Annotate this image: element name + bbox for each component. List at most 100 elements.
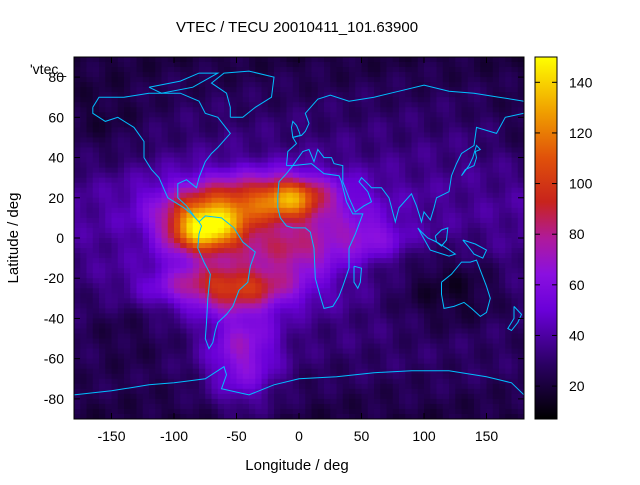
heatmap-cell xyxy=(424,359,431,365)
heatmap-cell xyxy=(462,318,469,324)
heatmap-cell xyxy=(393,323,400,329)
heatmap-cell xyxy=(330,329,337,335)
heatmap-cell xyxy=(455,97,462,103)
heatmap-cell xyxy=(249,117,256,123)
heatmap-cell xyxy=(137,193,144,199)
heatmap-cell xyxy=(324,263,331,269)
heatmap-cell xyxy=(287,228,294,234)
heatmap-cell xyxy=(74,374,81,380)
heatmap-cell xyxy=(380,308,387,314)
heatmap-cell xyxy=(418,102,425,108)
heatmap-cell xyxy=(155,253,162,259)
heatmap-cell xyxy=(324,258,331,264)
heatmap-cell xyxy=(399,344,406,350)
heatmap-cell xyxy=(249,384,256,390)
heatmap-cell xyxy=(255,158,262,164)
heatmap-cell xyxy=(268,323,275,329)
heatmap-cell xyxy=(287,253,294,259)
heatmap-cell xyxy=(393,379,400,385)
heatmap-cell xyxy=(212,198,219,204)
heatmap-cell xyxy=(243,213,250,219)
heatmap-cell xyxy=(512,389,519,395)
heatmap-cell xyxy=(168,318,175,324)
heatmap-cell xyxy=(205,57,212,63)
heatmap-cell xyxy=(180,163,187,169)
heatmap-cell xyxy=(155,148,162,154)
heatmap-cell xyxy=(243,178,250,184)
heatmap-cell xyxy=(118,273,125,279)
heatmap-cell xyxy=(405,57,412,63)
heatmap-cell xyxy=(405,243,412,249)
heatmap-cell xyxy=(80,318,87,324)
heatmap-cell xyxy=(380,303,387,309)
heatmap-cell xyxy=(237,102,244,108)
heatmap-cell xyxy=(112,339,119,345)
heatmap-cell xyxy=(424,349,431,355)
heatmap-cell xyxy=(387,303,394,309)
heatmap-cell xyxy=(512,137,519,143)
heatmap-cell xyxy=(74,183,81,189)
heatmap-cell xyxy=(318,238,325,244)
heatmap-cell xyxy=(424,283,431,289)
heatmap-cell xyxy=(224,173,231,179)
heatmap-cell xyxy=(137,389,144,395)
heatmap-cell xyxy=(443,394,450,400)
heatmap-cell xyxy=(299,394,306,400)
heatmap-cell xyxy=(343,102,350,108)
heatmap-cell xyxy=(487,369,494,375)
heatmap-cell xyxy=(505,77,512,83)
heatmap-cell xyxy=(499,273,506,279)
heatmap-cell xyxy=(149,364,156,370)
heatmap-cell xyxy=(230,208,237,214)
heatmap-cell xyxy=(374,389,381,395)
heatmap-cell xyxy=(93,374,100,380)
heatmap-cell xyxy=(480,344,487,350)
heatmap-cell xyxy=(449,313,456,319)
heatmap-cell xyxy=(124,67,131,73)
heatmap-cell xyxy=(255,163,262,169)
heatmap-cell xyxy=(412,384,419,390)
heatmap-cell xyxy=(237,97,244,103)
heatmap-cell xyxy=(205,253,212,259)
heatmap-cell xyxy=(368,329,375,335)
heatmap-cell xyxy=(130,278,137,284)
heatmap-cell xyxy=(430,168,437,174)
heatmap-cell xyxy=(268,178,275,184)
heatmap-cell xyxy=(324,283,331,289)
heatmap-cell xyxy=(505,62,512,68)
heatmap-cell xyxy=(249,238,256,244)
heatmap-cell xyxy=(118,137,125,143)
heatmap-cell xyxy=(93,153,100,159)
heatmap-cell xyxy=(112,323,119,329)
heatmap-cell xyxy=(230,132,237,138)
heatmap-cell xyxy=(124,339,131,345)
heatmap-cell xyxy=(112,198,119,204)
heatmap-cell xyxy=(368,339,375,345)
heatmap-cell xyxy=(474,193,481,199)
heatmap-cell xyxy=(368,142,375,148)
heatmap-cell xyxy=(249,218,256,224)
heatmap-cell xyxy=(318,77,325,83)
heatmap-cell xyxy=(387,142,394,148)
heatmap-cell xyxy=(424,273,431,279)
heatmap-cell xyxy=(249,293,256,299)
heatmap-cell xyxy=(249,102,256,108)
heatmap-cell xyxy=(74,87,81,93)
heatmap-cell xyxy=(287,198,294,204)
heatmap-cell xyxy=(230,339,237,345)
heatmap-cell xyxy=(405,122,412,128)
heatmap-cell xyxy=(287,213,294,219)
heatmap-cell xyxy=(399,208,406,214)
heatmap-cell xyxy=(93,173,100,179)
heatmap-cell xyxy=(268,318,275,324)
heatmap-cell xyxy=(324,57,331,63)
heatmap-cell xyxy=(393,153,400,159)
heatmap-cell xyxy=(237,344,244,350)
heatmap-cell xyxy=(162,344,169,350)
heatmap-cell xyxy=(349,248,356,254)
heatmap-cell xyxy=(118,308,125,314)
heatmap-cell xyxy=(505,153,512,159)
heatmap-cell xyxy=(380,268,387,274)
heatmap-cell xyxy=(287,273,294,279)
heatmap-cell xyxy=(124,137,131,143)
